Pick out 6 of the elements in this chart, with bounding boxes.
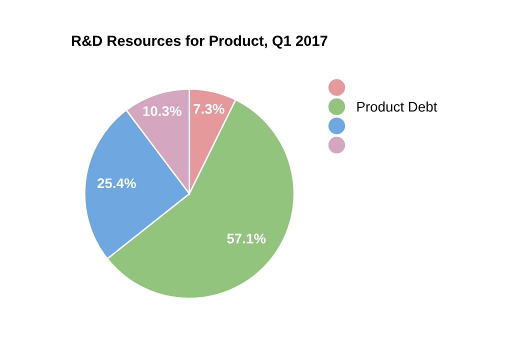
data-label: 10.3% [143,106,182,116]
data-label: 7.3% [194,104,224,114]
chart-title: R&D Resources for Product, Q1 2017 [72,35,328,49]
data-label: 25.4% [97,178,136,188]
legend-label: Product Debt [357,101,438,112]
data-label: 57.1% [227,234,266,244]
